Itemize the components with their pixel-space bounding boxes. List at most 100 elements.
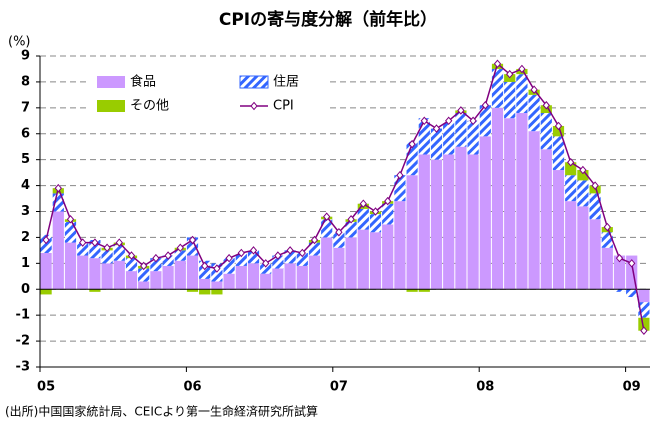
cpi-marker: [530, 85, 538, 94]
bar-segment: [589, 193, 601, 220]
bar-segment: [455, 146, 467, 290]
bar-segment: [89, 289, 101, 292]
x-tick-label: 08: [476, 380, 494, 395]
bar-segment: [125, 271, 138, 290]
bar-segment: [40, 252, 52, 290]
bar-segment: [40, 289, 52, 295]
bar-segment: [186, 255, 199, 290]
y-tick-label: -3: [16, 360, 30, 375]
bar-segment: [382, 203, 394, 225]
bar-segment: [162, 265, 174, 290]
bar-segment: [394, 201, 406, 290]
cpi-marker: [237, 248, 245, 258]
cpi-marker: [91, 238, 99, 247]
bar-segment: [467, 120, 479, 155]
bar-segment: [150, 258, 162, 272]
bar-segment: [247, 263, 260, 290]
bar-segment: [479, 136, 491, 290]
y-tick-label: 0: [21, 282, 30, 297]
cpi-marker: [432, 124, 441, 133]
bars: [40, 63, 650, 331]
cpi-marker: [103, 243, 111, 253]
cpi-marker: [567, 157, 575, 167]
bar-segment: [174, 250, 186, 261]
bar-segment: [613, 289, 626, 292]
bar-segment: [443, 120, 455, 155]
cpi-marker: [384, 196, 392, 206]
bar-segment: [369, 214, 382, 233]
cpi-marker: [201, 261, 209, 271]
cpi-marker: [615, 253, 624, 263]
bar-segment: [516, 113, 528, 290]
bar-segment: [272, 268, 284, 290]
bar-segment: [235, 252, 247, 266]
bar-segment: [467, 154, 479, 290]
bar-segment: [138, 281, 150, 290]
bar-segment: [260, 263, 272, 274]
y-tick-label: 3: [21, 204, 30, 219]
y-unit: (%): [8, 35, 31, 50]
bar-segment: [552, 170, 565, 290]
bar-segment: [418, 118, 430, 155]
cpi-marker: [493, 59, 502, 69]
bar-segment: [77, 255, 89, 290]
cpi-marker: [359, 199, 367, 208]
cpi-marker: [54, 183, 62, 193]
cpi-marker: [286, 246, 294, 255]
cpi-marker: [554, 121, 563, 131]
cpi-marker: [640, 326, 648, 335]
legend-label: その他: [130, 99, 169, 114]
bar-segment: [406, 289, 418, 292]
bar-segment: [211, 289, 223, 295]
cpi-marker: [79, 238, 87, 247]
bar-segment: [308, 255, 321, 290]
cpi-marker: [323, 212, 331, 221]
y-tick-label: 7: [21, 100, 30, 115]
cpi-marker: [249, 246, 258, 255]
cpi-marker: [274, 251, 282, 260]
cpi-marker: [457, 106, 465, 115]
cpi-marker: [225, 253, 233, 263]
bar-segment: [113, 245, 125, 261]
legend-swatch: [97, 100, 125, 112]
bar-segment: [211, 281, 223, 290]
chart-title: CPIの寄与度分解（前年比）: [219, 9, 437, 30]
y-tick-label: -2: [16, 334, 30, 349]
cpi-marker: [298, 248, 306, 258]
y-tick-label: 2: [21, 230, 30, 245]
cpi-marker: [127, 251, 136, 260]
bar-segment: [223, 258, 235, 274]
bar-segment: [601, 247, 613, 290]
y-tick-label: 1: [21, 256, 30, 271]
bar-segment: [223, 273, 235, 290]
bar-segment: [260, 273, 272, 290]
legend-label: 住居: [273, 75, 299, 90]
bar-segment: [101, 263, 113, 290]
cpi-marker: [188, 235, 197, 245]
y-tick-label: 6: [21, 126, 30, 141]
cpi-marker: [469, 116, 477, 126]
bar-segment: [64, 242, 77, 290]
bar-segment: [186, 289, 199, 292]
legend-swatch: [97, 76, 125, 88]
legend-label: CPI: [273, 99, 294, 114]
bar-segment: [77, 242, 89, 256]
cpi-marker: [542, 100, 550, 110]
bar-segment: [565, 201, 577, 290]
bar-segment: [504, 81, 516, 119]
source-note: (出所)中国国家統計局、CEICより第一生命経済研究所試算: [5, 404, 318, 419]
cpi-marker: [42, 235, 50, 245]
cpi-marker: [579, 165, 587, 175]
bar-segment: [430, 128, 443, 160]
y-tick-label: 9: [21, 49, 30, 64]
bar-segment: [357, 208, 369, 230]
bar-segment: [369, 232, 382, 290]
bar-segment: [382, 224, 394, 290]
bar-segment: [333, 247, 345, 290]
cpi-marker: [152, 253, 160, 263]
cpi-marker: [445, 116, 453, 126]
bar-segment: [64, 221, 77, 243]
bar-segment: [357, 229, 369, 290]
bar-segment: [528, 131, 540, 290]
bar-segment: [577, 180, 589, 207]
